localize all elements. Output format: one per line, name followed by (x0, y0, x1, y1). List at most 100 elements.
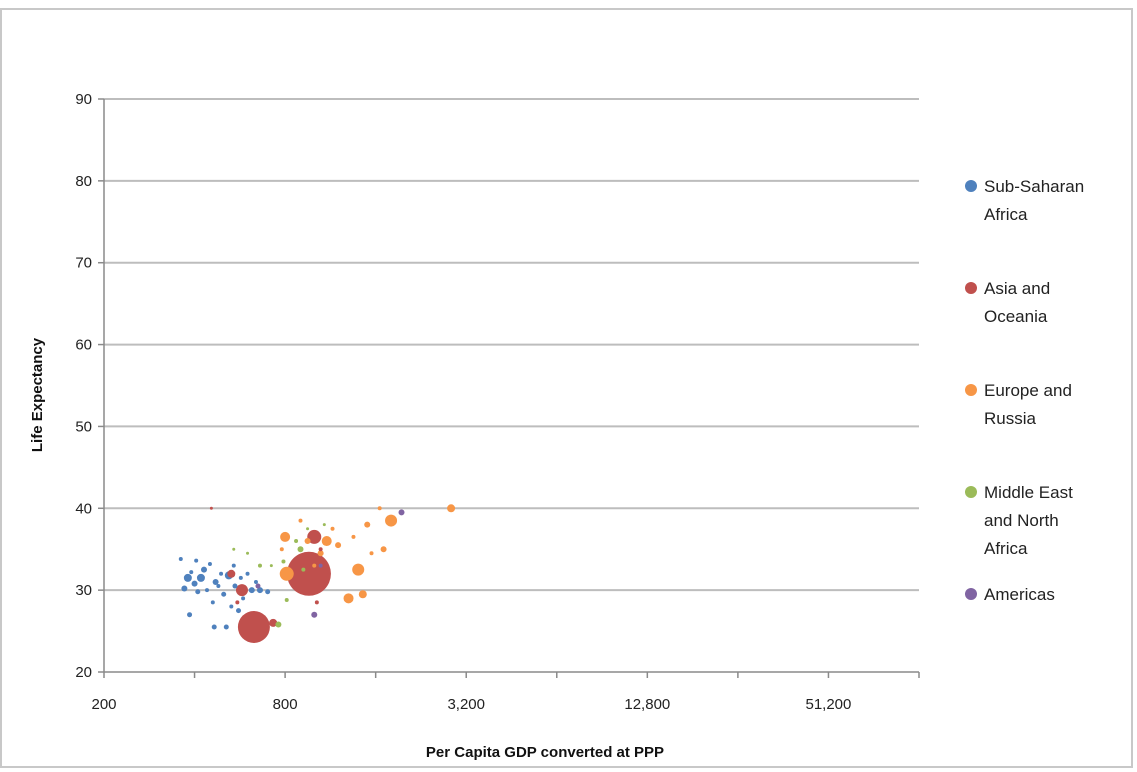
data-point (227, 569, 236, 578)
data-point (297, 546, 304, 553)
data-point (321, 536, 332, 547)
legend-label: Europe and Russia (984, 381, 1072, 428)
data-point (238, 575, 243, 580)
data-point (369, 551, 374, 556)
y-tick-label: 30 (75, 582, 92, 599)
chart-frame: 20 30 40 50 60 70 80 90 200 800 3,200 12,800 51,200 … (0, 8, 1133, 768)
data-point (232, 583, 238, 589)
data-point (311, 611, 318, 618)
data-point (312, 563, 317, 568)
legend-marker (965, 384, 977, 396)
y-tick-label: 70 (75, 255, 92, 272)
data-point (196, 573, 205, 582)
data-point (380, 546, 387, 553)
data-point (364, 521, 371, 528)
y-tick-label: 90 (75, 91, 92, 108)
data-point (221, 591, 227, 597)
legend-label: Sub-Saharan Africa (984, 177, 1084, 224)
data-point (237, 610, 270, 643)
legend-label: Middle East and North Africa (984, 483, 1073, 558)
x-tick-label: 12,800 (624, 696, 670, 713)
data-point (178, 557, 183, 562)
data-point (314, 600, 319, 605)
data-point (189, 570, 194, 575)
data-point (216, 584, 221, 589)
data-point (195, 589, 201, 595)
data-point (447, 504, 456, 513)
data-points (178, 504, 456, 643)
data-point (191, 580, 198, 587)
legend-marker (965, 588, 977, 600)
data-point (352, 563, 365, 576)
data-point (235, 584, 248, 597)
data-point (269, 618, 278, 627)
data-point (265, 589, 271, 595)
data-point (279, 547, 284, 552)
data-point (194, 558, 199, 563)
data-point (256, 587, 263, 594)
data-point (286, 551, 331, 596)
legend-label: Asia and Oceania (984, 279, 1050, 326)
data-point (210, 600, 215, 605)
data-point (241, 596, 246, 601)
y-tick-label: 60 (75, 337, 92, 354)
data-point (212, 578, 219, 585)
data-point (236, 608, 242, 614)
y-tick-label: 80 (75, 173, 92, 190)
data-point (255, 583, 261, 589)
data-point (209, 506, 213, 510)
data-point (275, 621, 282, 628)
data-point (358, 590, 367, 599)
data-point (280, 531, 291, 542)
data-point (318, 547, 323, 552)
data-point (294, 539, 299, 544)
data-point (318, 563, 323, 568)
data-point (307, 529, 322, 544)
data-point (187, 612, 193, 618)
x-tick-label: 200 (91, 696, 116, 713)
data-point (304, 538, 311, 545)
x-tick-label: 51,200 (805, 696, 851, 713)
tick-labels: 20 30 40 50 60 70 80 90 200 800 3,200 12,800 51,200 (75, 91, 851, 713)
y-tick-label: 40 (75, 500, 92, 517)
data-point (343, 593, 354, 604)
data-point (205, 588, 210, 593)
data-point (211, 624, 217, 630)
data-point (269, 564, 273, 568)
y-axis-title: Life Expectancy (29, 337, 46, 452)
data-point (223, 624, 229, 630)
x-tick-label: 800 (273, 696, 298, 713)
data-point (248, 587, 255, 594)
data-point (253, 579, 258, 584)
data-point (181, 585, 188, 592)
x-tick-label: 3,200 (447, 696, 485, 713)
data-point (322, 523, 326, 527)
data-point (306, 527, 310, 531)
data-point (245, 571, 250, 576)
gridlines (104, 98, 919, 592)
legend: Sub-Saharan Africa Asia and Oceania Europe a… (965, 177, 1084, 604)
y-tick-label: 20 (75, 664, 92, 681)
data-point (398, 509, 405, 516)
data-point (301, 567, 306, 572)
data-point (201, 566, 208, 573)
data-point (207, 561, 212, 566)
data-point (183, 573, 192, 582)
data-point (330, 526, 335, 531)
data-point (377, 506, 382, 511)
legend-marker (965, 282, 977, 294)
data-point (232, 547, 236, 551)
data-point (229, 604, 234, 609)
y-tick-label: 50 (75, 418, 92, 435)
data-point (351, 534, 356, 539)
data-point (284, 597, 289, 602)
legend-marker (965, 486, 977, 498)
data-point (298, 518, 303, 523)
data-point (246, 551, 250, 555)
data-point (279, 566, 294, 581)
axes (98, 98, 920, 678)
legend-label: Americas (984, 585, 1055, 604)
data-point (231, 563, 236, 568)
data-point (257, 563, 262, 568)
